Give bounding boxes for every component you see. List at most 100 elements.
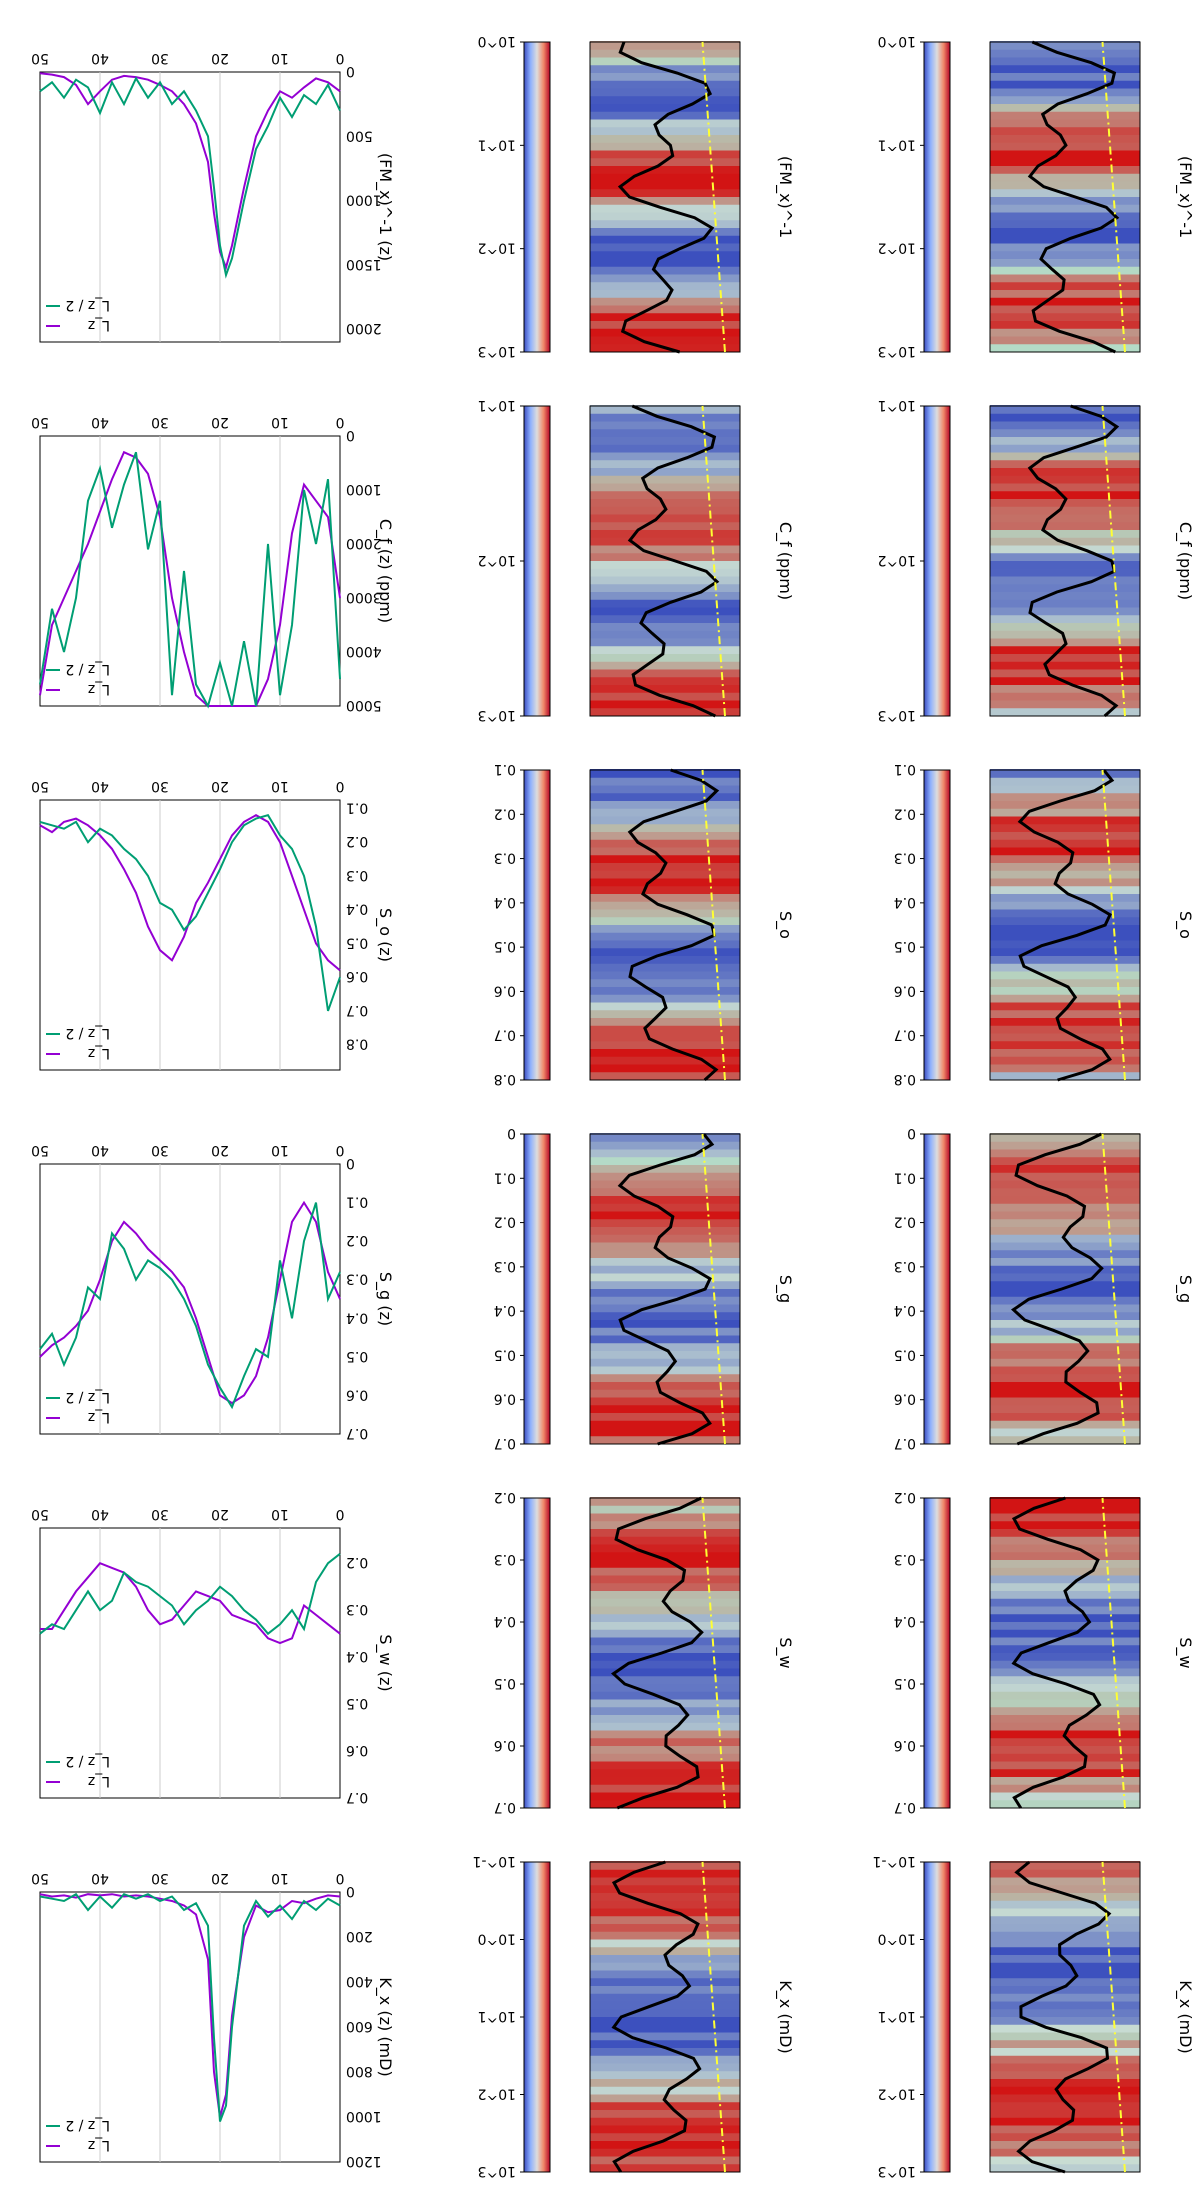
- heatmap-band: [590, 490, 740, 499]
- heatmap-band: [590, 443, 740, 453]
- colorbar-tick-label: 0.3: [894, 1551, 916, 1567]
- heatmap-band: [590, 1357, 740, 1367]
- heatmap-yellow-line: [1101, 1861, 1126, 2173]
- heatmap-label-cf: C_f (ppm): [1175, 522, 1195, 600]
- heatmap-band: [590, 1899, 740, 1909]
- heatmap-band: [590, 970, 740, 980]
- z-tick-label: 50: [31, 1506, 49, 1522]
- heatmap-band: [590, 707, 740, 716]
- heatmap-band: [990, 823, 1140, 832]
- series-line-lz: [39, 1893, 341, 2118]
- colorbar-tick-label: 0.3: [494, 850, 516, 866]
- heatmap-band: [590, 2047, 740, 2056]
- heatmap-band: [990, 1535, 1140, 1545]
- heatmap-panel-sw-1: [589, 1496, 741, 1810]
- heatmap-band: [590, 1024, 740, 1034]
- series-line-lz: [39, 450, 341, 707]
- heatmap-band: [990, 1992, 1140, 2002]
- heatmap-band: [990, 1698, 1140, 1708]
- heatmap-band: [990, 1210, 1140, 1220]
- heatmap-band: [590, 320, 740, 329]
- heatmap-band: [590, 1171, 740, 1181]
- heatmap-band: [990, 1032, 1140, 1042]
- heatmap-band: [590, 103, 740, 112]
- heatmap-band: [590, 1156, 740, 1165]
- heatmap-band: [590, 474, 740, 484]
- colorbar-gradient: [523, 769, 551, 1081]
- heatmap-band: [990, 869, 1140, 879]
- heatmap-band: [590, 2155, 740, 2165]
- heatmap-band: [590, 1497, 740, 1506]
- heatmap-band: [590, 846, 740, 856]
- heatmap-band: [590, 1613, 740, 1622]
- heatmap-band: [590, 1350, 740, 1359]
- colorbar-tick-label: 0: [507, 1125, 516, 1141]
- heatmap-band: [990, 265, 1140, 275]
- heatmap-band: [590, 428, 740, 437]
- line-ylabel-sw: S_w (z): [375, 1634, 395, 1691]
- heatmap-band: [990, 1504, 1140, 1514]
- heatmap-band: [590, 560, 740, 569]
- heatmap-band: [590, 962, 740, 972]
- colorbar-so-1: 0.8 0.7 0.6 0.5 0.4 0.3 0.2 0.1: [494, 761, 551, 1087]
- value-tick-label: 0.8: [346, 1036, 368, 1052]
- value-tick-label: 0.4: [346, 1309, 368, 1325]
- heatmap-band: [590, 676, 740, 685]
- heatmap-profile-line: [1017, 769, 1115, 1082]
- heatmap-band: [990, 1063, 1140, 1073]
- heatmap-band: [590, 521, 740, 530]
- colorbar-tick-label: 0.6: [494, 982, 516, 998]
- heatmap-band: [590, 2085, 740, 2095]
- colorbar-gradient: [923, 405, 951, 717]
- colorbar-kx-0: 10^3 10^2 10^1 10^0 10^-1: [872, 1853, 951, 2179]
- heatmap-band: [990, 931, 1140, 941]
- z-tick-label: 10: [271, 1142, 289, 1158]
- heatmap-band: [590, 955, 740, 964]
- heatmap-band: [990, 614, 1140, 623]
- heatmap-band: [590, 180, 740, 190]
- heatmap-band: [990, 1985, 1140, 1994]
- heatmap-band: [990, 2132, 1140, 2141]
- heatmap-profile-line: [1027, 40, 1120, 354]
- colorbar-sw-0: 0.7 0.6 0.5 0.4 0.3 0.2: [894, 1489, 951, 1815]
- heatmap-band: [990, 1706, 1140, 1715]
- heatmap-band: [590, 1551, 740, 1560]
- colorbar-gradient: [923, 1497, 951, 1809]
- heatmap-profile-line: [617, 1133, 715, 1446]
- heatmap-panel-sw-0: [989, 1496, 1141, 1809]
- colorbar-sw-1: 0.7 0.6 0.5 0.4 0.3 0.2: [494, 1489, 551, 1815]
- heatmap-band: [590, 1009, 740, 1018]
- colorbar-tick-label: 0.1: [494, 1169, 516, 1185]
- heatmap-label-fmx: (FM_x)^-1: [775, 156, 795, 238]
- heatmap-band: [990, 126, 1140, 135]
- heatmap-band: [990, 900, 1140, 910]
- value-tick-label: 0.6: [346, 1386, 368, 1402]
- colorbar-tick-label: 10^0: [878, 33, 916, 49]
- heatmap-band: [590, 1528, 740, 1537]
- heatmap-band: [990, 1257, 1140, 1266]
- colorbar-gradient: [523, 41, 551, 353]
- heatmap-band: [990, 877, 1140, 887]
- heatmap-band: [590, 2031, 740, 2041]
- colorbar-tick-label: 10^3: [878, 2163, 916, 2179]
- heatmap-band: [590, 1504, 740, 1514]
- heatmap-band: [590, 1272, 740, 1282]
- heatmap-band: [990, 1017, 1140, 1026]
- z-tick-label: 10: [271, 1870, 289, 1886]
- heatmap-profile-line: [627, 404, 720, 718]
- z-tick-label: 50: [31, 1870, 49, 1886]
- heatmap-panel-so-1: [589, 768, 741, 1082]
- heatmap-band: [990, 2116, 1140, 2126]
- heatmap-band: [990, 1760, 1140, 1770]
- heatmap-band: [590, 939, 740, 949]
- heatmap-band: [990, 1737, 1140, 1746]
- heatmap-band: [990, 1164, 1140, 1173]
- colorbar-tick-label: 0.4: [494, 894, 516, 910]
- heatmap-band: [590, 1202, 740, 1212]
- colorbar-tick-label: 0.5: [894, 938, 916, 954]
- heatmap-band: [590, 1977, 740, 1986]
- heatmap-band: [990, 544, 1140, 554]
- heatmap-band: [590, 699, 740, 709]
- heatmap-band: [590, 1923, 740, 1932]
